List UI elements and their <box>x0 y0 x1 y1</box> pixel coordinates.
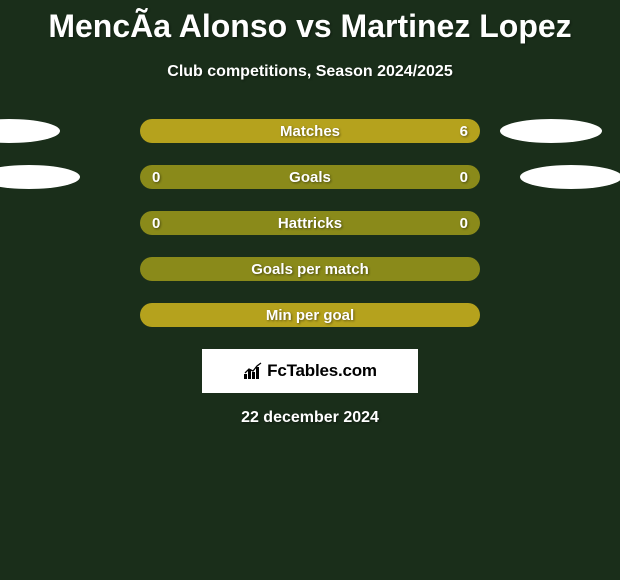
comparison-subtitle: Club competitions, Season 2024/2025 <box>0 63 620 81</box>
stat-pill: 0 Hattricks 0 <box>140 211 480 235</box>
stat-label: Goals per match <box>251 261 369 278</box>
left-ellipse <box>0 165 80 189</box>
right-ellipse <box>520 165 620 189</box>
stat-rows: Matches 6 0 Goals 0 0 Hattricks 0 Goals per matc… <box>10 119 610 327</box>
stat-left-value: 0 <box>152 215 160 232</box>
stat-pill: Matches 6 <box>140 119 480 143</box>
stat-row: Goals per match <box>10 257 610 281</box>
stat-pill: Min per goal <box>140 303 480 327</box>
left-ellipse <box>0 119 60 143</box>
stat-pill: Goals per match <box>140 257 480 281</box>
stat-label: Hattricks <box>278 215 342 232</box>
stat-row: Matches 6 <box>10 119 610 143</box>
bars-chart-icon <box>243 362 263 380</box>
stat-label: Min per goal <box>266 307 354 324</box>
stat-row: 0 Goals 0 <box>10 165 610 189</box>
stat-pill: 0 Goals 0 <box>140 165 480 189</box>
stat-right-value: 0 <box>460 215 468 232</box>
comparison-date: 22 december 2024 <box>0 409 620 427</box>
stat-row: 0 Hattricks 0 <box>10 211 610 235</box>
stat-label: Goals <box>289 169 331 186</box>
stat-right-value: 6 <box>460 123 468 140</box>
stat-left-value: 0 <box>152 169 160 186</box>
stat-row: Min per goal <box>10 303 610 327</box>
logo-box: FcTables.com <box>202 349 418 393</box>
stat-label: Matches <box>280 123 340 140</box>
right-ellipse <box>500 119 602 143</box>
logo-text: FcTables.com <box>267 361 377 381</box>
comparison-title: MencÃ­a Alonso vs Martinez Lopez <box>0 0 620 45</box>
stat-right-value: 0 <box>460 169 468 186</box>
